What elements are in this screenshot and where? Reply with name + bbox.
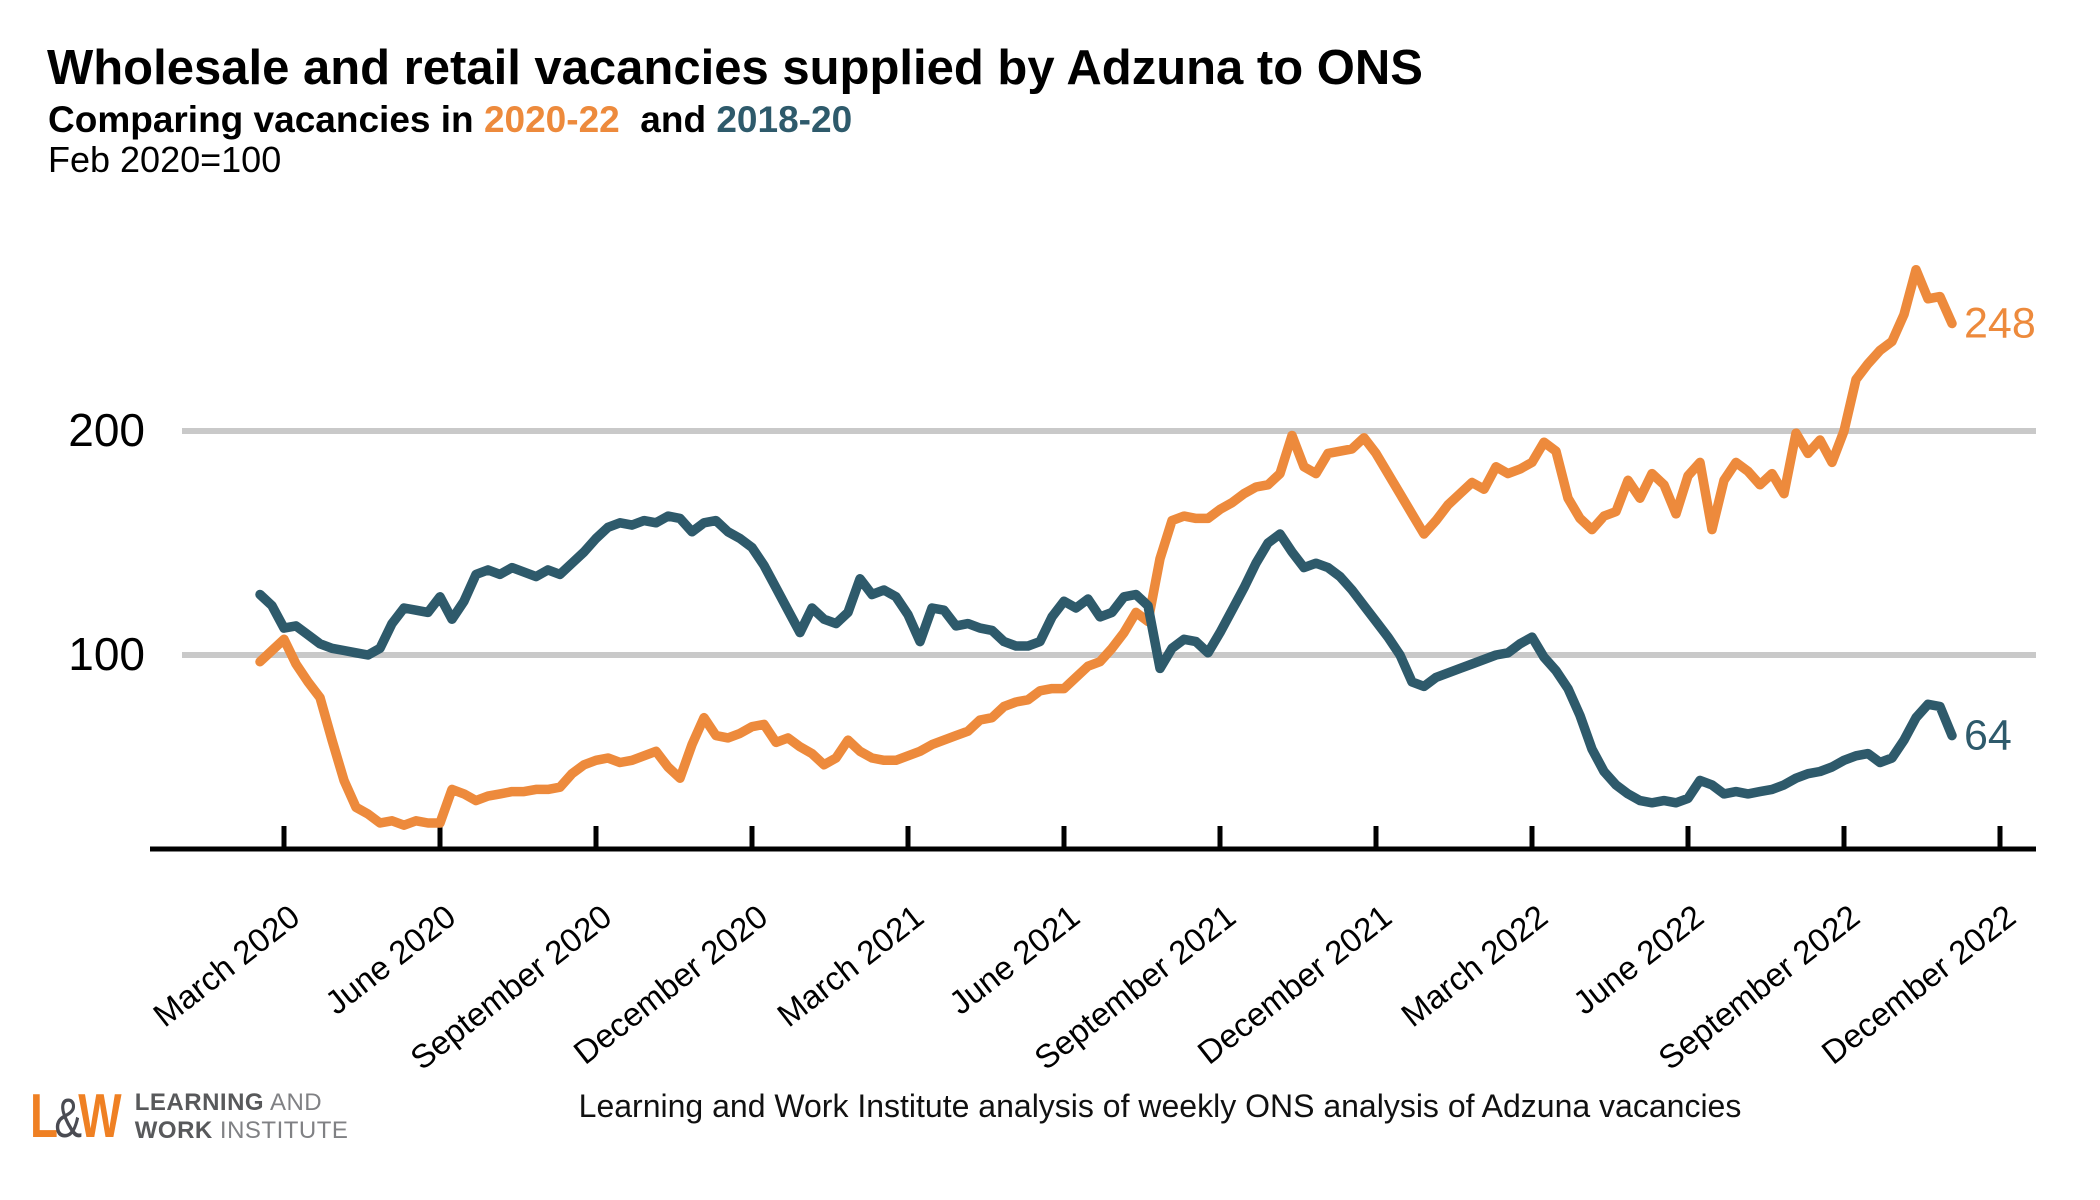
y-axis-label-200: 200	[68, 404, 145, 456]
index-note: Feb 2020=100	[48, 139, 282, 180]
logo-line1-bold: LEARNING	[134, 1088, 265, 1116]
chart-subtitle: Comparing vacancies in 2020-22 and 2018-…	[48, 99, 852, 141]
y-axis-label-100: 100	[68, 628, 145, 680]
x-axis-label-4: March 2021	[770, 897, 930, 1033]
x-axis-label-5: June 2021	[942, 897, 1086, 1021]
source-note: Learning and Work Institute analysis of …	[578, 1088, 1742, 1124]
lw-institute-logo: L&W LEARNING AND WORK INSTITUTE	[30, 1086, 348, 1148]
logo-letter-l: L	[30, 1082, 58, 1151]
subtitle-middle: and	[619, 99, 717, 140]
lw-logo-text: LEARNING AND WORK INSTITUTE	[135, 1089, 349, 1146]
end-label-2018-20: 64	[1964, 712, 2012, 760]
lw-logo-mark: L&W	[30, 1086, 122, 1149]
logo-line1-rest: AND	[264, 1088, 323, 1116]
subtitle-prefix: Comparing vacancies in	[48, 99, 484, 140]
legend-label-2018-20: 2018-20	[716, 99, 853, 140]
x-axis-label-8: March 2022	[1394, 897, 1554, 1033]
logo-line2-rest: INSTITUTE	[212, 1117, 349, 1144]
logo-line2-bold: WORK	[134, 1117, 213, 1144]
end-label-2020-22: 248	[1964, 299, 2036, 347]
legend-label-2020-22: 2020-22	[483, 99, 620, 140]
x-axis-label-9: June 2022	[1566, 897, 1710, 1021]
series-line-2020-22	[255, 264, 1957, 830]
logo-letter-w: W	[78, 1082, 121, 1151]
logo-ampersand-icon: &	[54, 1086, 82, 1149]
chart-title: Wholesale and retail vacancies supplied …	[47, 41, 1423, 95]
series-line-2018-20	[255, 511, 1957, 808]
x-axis-label-1: June 2020	[318, 897, 462, 1021]
x-axis-label-0: March 2020	[146, 897, 306, 1033]
